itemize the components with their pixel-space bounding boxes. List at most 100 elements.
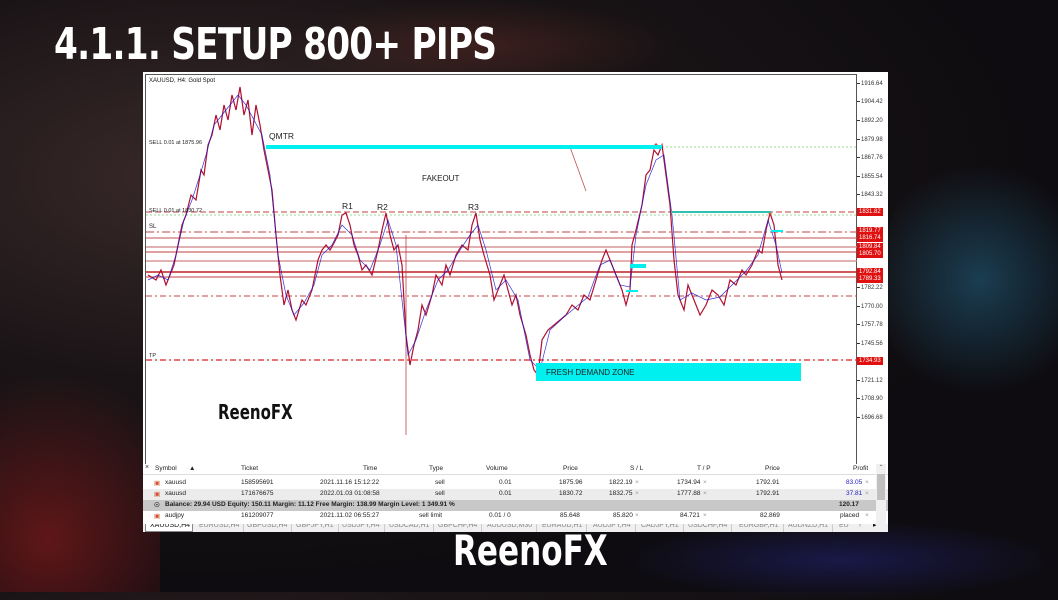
- tab-euraud-h1[interactable]: EURAUD,H1: [538, 519, 588, 532]
- col-profit[interactable]: Profit: [853, 465, 869, 472]
- qmtr-zone: [266, 145, 662, 149]
- cell-symbol: xauusd: [165, 479, 186, 486]
- col-current-price[interactable]: Price: [765, 465, 780, 472]
- cell-volume: 0.01 / 0: [489, 512, 511, 519]
- cell-time: 2022.01.03 01:08:58: [320, 490, 380, 497]
- col-price[interactable]: Price: [563, 465, 578, 472]
- close-order-icon[interactable]: ×: [865, 479, 869, 486]
- price-tick: 1770.00: [857, 304, 883, 310]
- r1-label: R1: [342, 201, 353, 211]
- r3-label: R3: [468, 202, 479, 212]
- cell-type: sell: [435, 490, 445, 497]
- cell-profit: 37.81: [846, 490, 863, 497]
- col-ticket[interactable]: Ticket: [241, 465, 259, 472]
- tab-cadjpy-h1[interactable]: CADJPY,H1: [637, 519, 684, 532]
- table-row[interactable]: ▣ xauusd 158595691 2021.11.16 15:12:22 s…: [143, 478, 888, 489]
- tab-gbpchf-h4[interactable]: GBPCHF,H4: [434, 519, 483, 532]
- tab-audusd-m30[interactable]: AUDUSD,M30: [483, 519, 538, 532]
- background-glow: [620, 520, 1058, 600]
- tab-gbpusd-h4[interactable]: GBPUSD,H4: [243, 519, 293, 532]
- tab-audjpy-h4[interactable]: AUDJPY,H4: [589, 519, 636, 532]
- remove-sl-icon[interactable]: ×: [635, 479, 639, 486]
- tab-usdjpy-h4[interactable]: USDJPY,H4: [338, 519, 385, 532]
- recent-high-zone: [671, 211, 771, 213]
- col-type[interactable]: Type: [429, 465, 444, 472]
- cell-symbol: audjpy: [165, 512, 185, 519]
- close-order-icon[interactable]: ×: [865, 490, 869, 497]
- tab-gbpjpy-h1[interactable]: GBPJPY,H1: [292, 519, 339, 532]
- cell-time: 2021.11.02 06:55:27: [320, 512, 380, 519]
- price-tick: 1879.98: [857, 137, 883, 143]
- tab-scroll-left-icon[interactable]: ‹: [859, 522, 862, 529]
- price-tag: 1734.93: [857, 357, 883, 365]
- price-tick: 1892.20: [857, 118, 883, 124]
- remove-tp-icon[interactable]: ×: [703, 512, 707, 519]
- col-symbol[interactable]: Symbol: [155, 465, 177, 472]
- small-zone-2: [626, 290, 638, 292]
- small-zone-1: [630, 264, 646, 268]
- cell-status: placed: [840, 512, 860, 519]
- scrollbar-thumb[interactable]: [877, 474, 885, 500]
- close-terminal-icon[interactable]: ×: [145, 464, 150, 471]
- tab-eu[interactable]: EU: [839, 522, 849, 529]
- table-row-pending[interactable]: ▣ audjpy 161209077 2021.11.02 06:55:27 s…: [143, 511, 888, 522]
- sl-label: SL: [149, 224, 157, 230]
- pending-order-icon: ▣: [154, 513, 161, 520]
- r2-label: R2: [377, 202, 388, 212]
- cell-ticket: 171676675: [241, 490, 274, 497]
- sort-ascending-icon: ▲: [189, 465, 196, 472]
- price-tick: 1782.22: [857, 285, 883, 291]
- price-tag: 1809.84: [857, 243, 883, 251]
- cell-current-price: 82.869: [760, 512, 780, 519]
- cell-tp[interactable]: 1777.88: [677, 490, 701, 497]
- cell-sl[interactable]: 85.820: [613, 512, 633, 519]
- cell-time: 2021.11.16 15:12:22: [320, 479, 380, 486]
- delete-order-icon[interactable]: ×: [865, 512, 869, 519]
- remove-tp-icon[interactable]: ×: [703, 479, 707, 486]
- cell-ticket: 161209077: [241, 512, 274, 519]
- price-tick: 1867.76: [857, 155, 883, 161]
- trade-table: × Symbol ▲ Ticket Time Type Volume Price…: [143, 464, 888, 524]
- price-chart[interactable]: XAUUSD, H4: Gold Spot: [145, 74, 858, 506]
- order-icon: ▣: [154, 480, 161, 487]
- remove-tp-icon[interactable]: ×: [703, 490, 707, 497]
- remove-sl-icon[interactable]: ×: [635, 490, 639, 497]
- price-tag: 1831.82: [857, 208, 883, 216]
- cell-current-price: 1792.91: [756, 490, 780, 497]
- balance-summary-text: Balance: 29.94 USD Equity: 150.11 Margin…: [165, 501, 455, 508]
- cell-sl[interactable]: 1832.75: [609, 490, 633, 497]
- table-header: Symbol ▲ Ticket Time Type Volume Price S…: [143, 464, 888, 475]
- order-icon: ▣: [154, 491, 161, 498]
- chart-watermark: ReenoFX: [218, 400, 293, 424]
- tab-usdcad-h1[interactable]: USDCAD,H1: [385, 519, 435, 532]
- tab-usdchf-h4[interactable]: USDCHF,H4: [684, 519, 733, 532]
- table-row[interactable]: ▣ xauusd 171676675 2022.01.03 01:08:58 s…: [143, 489, 888, 500]
- scroll-up-icon[interactable]: ⌃: [878, 465, 884, 471]
- mt4-window: XAUUSD, H4: Gold Spot: [143, 72, 888, 532]
- tab-eurgbp-h1[interactable]: EURGBP,H1: [735, 519, 784, 532]
- price-axis: 1916.64 1904.42 1892.20 1879.98 1867.76 …: [857, 74, 888, 506]
- cell-tp[interactable]: 84.721: [680, 512, 700, 519]
- price-tick: 1757.78: [857, 322, 883, 328]
- cell-sl[interactable]: 1822.19: [609, 479, 633, 486]
- background-glow: [0, 330, 160, 592]
- tab-audnzd-h1[interactable]: AUDNZD,H1: [784, 519, 834, 532]
- cell-tp[interactable]: 1734.94: [677, 479, 701, 486]
- terminal-scrollbar[interactable]: ⌃: [876, 464, 886, 524]
- col-volume[interactable]: Volume: [486, 465, 508, 472]
- price-tick: 1843.32: [857, 192, 883, 198]
- sell-order2-label: SELL 0.01 at 1830.72: [149, 208, 203, 214]
- tab-scroll-right-icon[interactable]: ▸: [873, 522, 877, 529]
- cell-volume: 0.01: [499, 490, 512, 497]
- cell-type: sell: [435, 479, 445, 486]
- cell-symbol: xauusd: [165, 490, 186, 497]
- price-tick: 1904.42: [857, 99, 883, 105]
- cell-price: 1830.72: [559, 490, 583, 497]
- remove-sl-icon[interactable]: ×: [635, 512, 639, 519]
- col-sl[interactable]: S / L: [630, 465, 644, 472]
- tab-eurusd-h4[interactable]: EURUSD,H4: [195, 519, 245, 532]
- col-time[interactable]: Time: [363, 465, 378, 472]
- total-profit: 120.17: [839, 501, 859, 508]
- col-tp[interactable]: T / P: [697, 465, 711, 472]
- price-tag: 1819.77: [857, 227, 883, 235]
